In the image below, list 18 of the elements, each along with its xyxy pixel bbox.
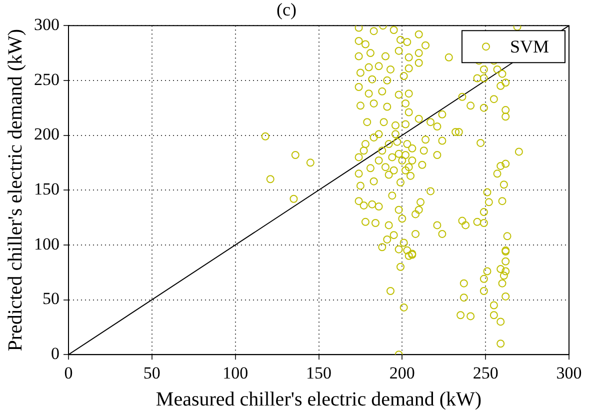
- x-tick-label: 50: [143, 363, 160, 382]
- x-tick-label: 0: [64, 363, 73, 382]
- y-tick-label: 150: [34, 180, 60, 199]
- x-tick-label: 250: [472, 363, 498, 382]
- x-tick-label: 200: [389, 363, 415, 382]
- y-tick-label: 300: [34, 15, 60, 34]
- y-tick-label: 200: [34, 124, 60, 144]
- x-tick-label: 100: [222, 363, 248, 382]
- legend-label: SVM: [510, 36, 549, 56]
- x-axis-title: Measured chiller's electric demand (kW): [156, 388, 482, 410]
- y-tick-label: 100: [34, 234, 60, 254]
- y-tick-label: 0: [51, 344, 60, 364]
- x-tick-label: 150: [306, 363, 332, 382]
- x-tick-label: 300: [556, 363, 582, 382]
- y-tick-label: 250: [34, 70, 60, 89]
- y-tick-label: 50: [42, 289, 60, 308]
- y-axis-title: Predicted chiller's electric demand (kW): [4, 28, 26, 352]
- chart-title: (c): [276, 0, 296, 20]
